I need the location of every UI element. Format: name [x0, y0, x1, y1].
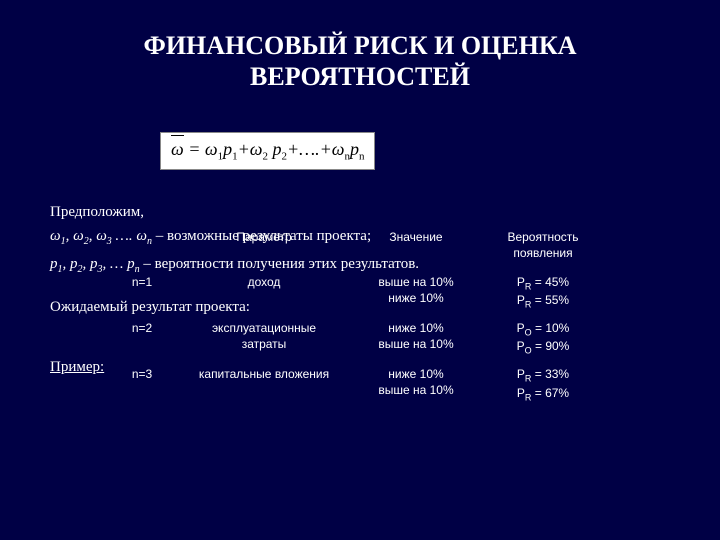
cell-prob: PR = 45% PR = 55%	[483, 271, 603, 315]
title-line-1: ФИНАНСОВЫЙ РИСК И ОЦЕНКА	[144, 31, 577, 60]
table-row: n=2 эксплуатационные затраты ниже 10% вы…	[107, 317, 603, 361]
cell-n: n=3	[107, 363, 177, 407]
cell-n: n=2	[107, 317, 177, 361]
cell-param: эксплуатационные затраты	[179, 317, 349, 361]
table-row: n=1 доход выше на 10% ниже 10% PR = 45% …	[107, 271, 603, 315]
example-label: Пример:	[50, 355, 104, 379]
cell-value: ниже 10% выше на 10%	[351, 363, 481, 407]
assume-text: Предположим,	[50, 200, 144, 224]
cell-value: выше на 10% ниже 10%	[351, 271, 481, 315]
parameters-table: Параметр Значение Вероятность появления …	[105, 224, 605, 410]
th-prob: Вероятность появления	[483, 226, 603, 269]
formula-box: ω = ω1p1+ω2 p2+….+ωnpn	[160, 132, 375, 170]
cell-n: n=1	[107, 271, 177, 315]
cell-value: ниже 10% выше на 10%	[351, 317, 481, 361]
cell-prob: PO = 10% PO = 90%	[483, 317, 603, 361]
th-param: Параметр	[179, 226, 349, 269]
cell-param: капитальные вложения	[179, 363, 349, 407]
cell-param: доход	[179, 271, 349, 315]
cell-prob: PR = 33% PR = 67%	[483, 363, 603, 407]
table-row: n=3 капитальные вложения ниже 10% выше н…	[107, 363, 603, 407]
slide-title: ФИНАНСОВЫЙ РИСК И ОЦЕНКА ВЕРОЯТНОСТЕЙ	[50, 30, 670, 92]
th-value: Значение	[351, 226, 481, 269]
formula: ω = ω1p1+ω2 p2+….+ωnpn	[171, 139, 364, 159]
th-n	[107, 226, 177, 269]
title-line-2: ВЕРОЯТНОСТЕЙ	[250, 62, 470, 91]
